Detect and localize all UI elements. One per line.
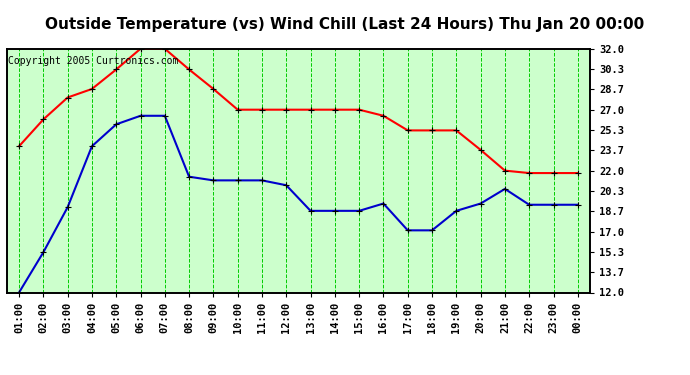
- Text: Copyright 2005 Curtronics.com: Copyright 2005 Curtronics.com: [8, 56, 179, 66]
- Text: Outside Temperature (vs) Wind Chill (Last 24 Hours) Thu Jan 20 00:00: Outside Temperature (vs) Wind Chill (Las…: [46, 17, 644, 32]
